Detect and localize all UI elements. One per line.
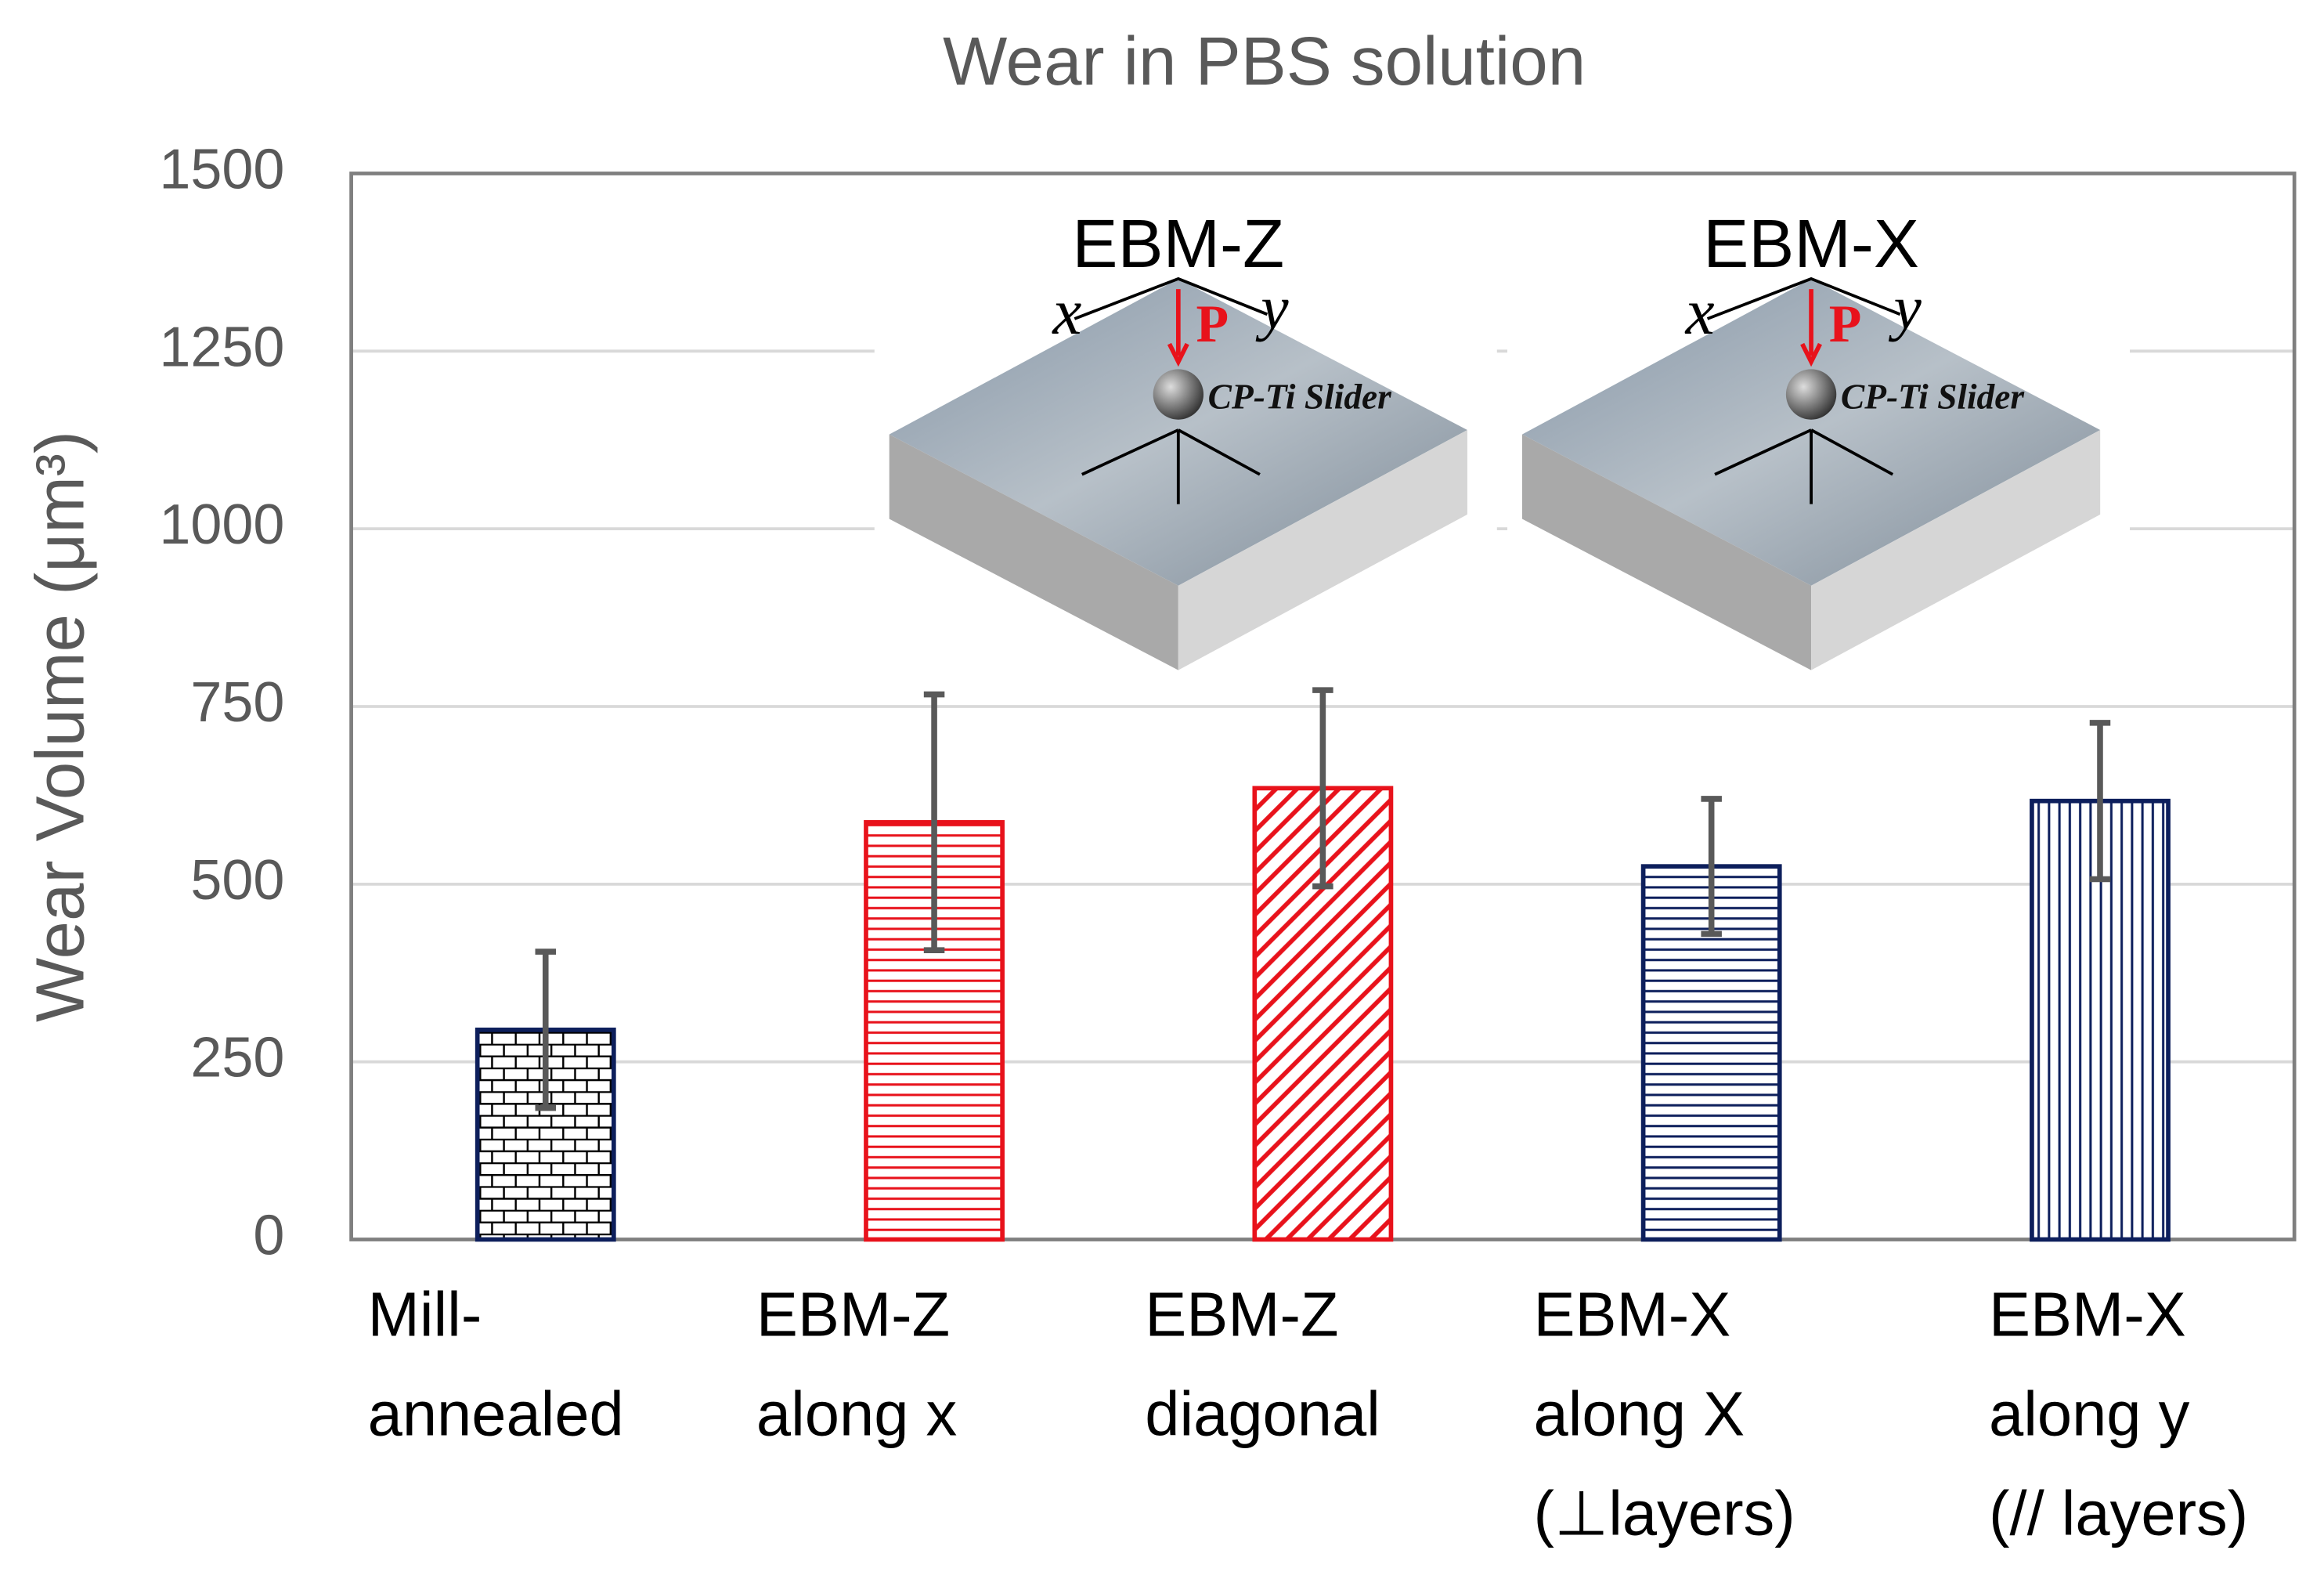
inset-x-label: x xyxy=(1684,276,1715,349)
y-tick-label: 1000 xyxy=(159,493,284,556)
error-bar xyxy=(535,948,557,1111)
x-tick-label: Mill- xyxy=(368,1280,482,1350)
y-tick-label: 250 xyxy=(190,1027,284,1089)
x-tick-label: (// layers) xyxy=(1989,1478,2248,1548)
inset-load: P xyxy=(1829,294,1862,353)
inset-title: EBM-X xyxy=(1703,206,1919,282)
motion-arrows xyxy=(1714,428,1894,504)
error-bar xyxy=(2089,720,2111,883)
y-tick-label: 1250 xyxy=(159,316,284,378)
block-left xyxy=(1521,434,1812,670)
inset: EBM-Zx yP CP-Ti Slider xyxy=(874,206,1497,682)
y-tick-label: 1500 xyxy=(159,138,284,201)
y-tick-label: 0 xyxy=(253,1205,284,1267)
x-tick-label: (⊥layers) xyxy=(1534,1478,1795,1548)
x-tick-label: diagonal xyxy=(1145,1379,1380,1449)
x-tick-label: annealed xyxy=(368,1379,624,1449)
inset-slider: CP-Ti Slider xyxy=(1208,378,1391,417)
chart-title: Wear in PBS solution xyxy=(943,23,1586,99)
slider-ball xyxy=(1785,369,1837,420)
error-bar xyxy=(923,691,945,954)
y-tick-label: 500 xyxy=(190,849,284,912)
axes xyxy=(1706,276,1901,320)
load-arrow xyxy=(1800,289,1822,367)
y-tick-label: 750 xyxy=(190,671,284,734)
x-tick-label: along y xyxy=(1989,1379,2190,1449)
y-axis-label: Wear Volume (μm³) xyxy=(22,431,98,1022)
x-tick-label: EBM-X xyxy=(1989,1280,2186,1350)
inset-y-label: y xyxy=(1888,274,1922,343)
x-tick-label: EBM-Z xyxy=(756,1280,950,1350)
x-tick-label: EBM-X xyxy=(1534,1280,1731,1350)
block-right xyxy=(1178,429,1467,670)
inset-load: P xyxy=(1196,294,1229,353)
inset-title: EBM-Z xyxy=(1072,206,1284,282)
motion-arrows xyxy=(1081,428,1261,504)
inset-y-label: y xyxy=(1255,274,1289,343)
inset-x-label: x xyxy=(1051,276,1081,349)
block-right xyxy=(1811,429,2101,670)
x-tick-label: EBM-Z xyxy=(1145,1280,1338,1350)
x-tick-label: along x xyxy=(756,1379,957,1449)
block-left xyxy=(889,434,1178,670)
slider-ball xyxy=(1153,369,1204,420)
inset: EBM-Xx yP CP-Ti Slider xyxy=(1507,206,2131,682)
error-bar xyxy=(1701,796,1722,938)
x-tick-label: along X xyxy=(1534,1379,1745,1449)
axes xyxy=(1074,276,1268,320)
error-bar xyxy=(1312,687,1333,890)
inset-slider: CP-Ti Slider xyxy=(1841,378,2024,417)
load-arrow xyxy=(1167,289,1189,367)
